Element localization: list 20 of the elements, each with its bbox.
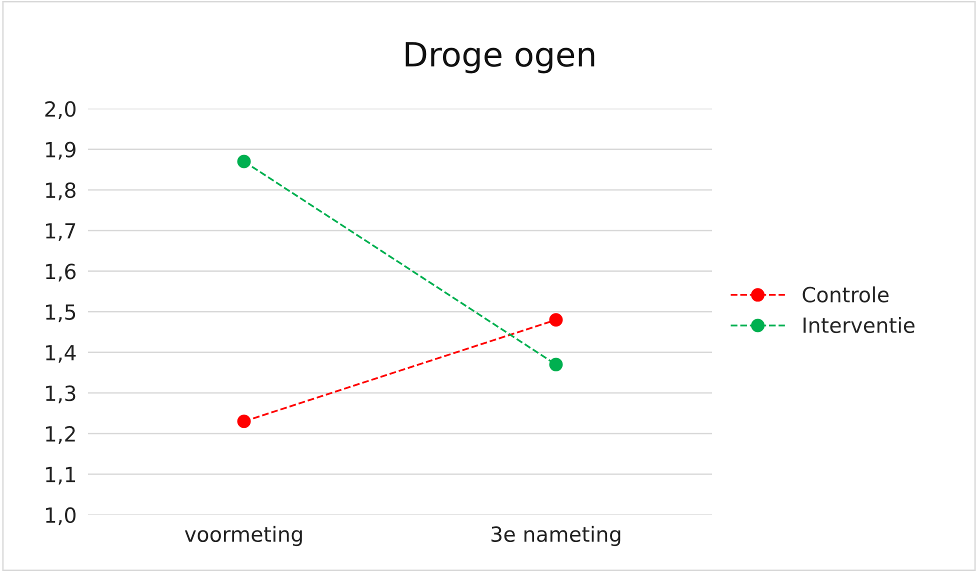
- y-tick-label: 1,6: [46, 264, 76, 282]
- point: [237, 414, 251, 428]
- legend-label: Interventie: [804, 316, 914, 334]
- y-tick-label: 1,0: [46, 507, 76, 526]
- point: [549, 358, 563, 372]
- chart-title: Droge ogen: [406, 42, 594, 74]
- point: [549, 313, 563, 327]
- y-tick-label: 1,5: [46, 304, 76, 322]
- y-tick-label: 2,0: [45, 101, 76, 120]
- y-tick-label: 1,1: [46, 466, 75, 485]
- y-tick-label: 1,2: [46, 426, 75, 444]
- y-tick-label: 1,3: [46, 385, 76, 404]
- y-tick-label: 1,4: [46, 345, 76, 363]
- x-tick-label: voormeting: [184, 526, 302, 546]
- y-tick-label: 1,9: [46, 142, 76, 160]
- y-tick-label: 1,7: [46, 223, 76, 241]
- legend-label: Controle: [802, 286, 889, 302]
- point: [237, 154, 251, 168]
- y-tick-label: 1,8: [46, 182, 76, 200]
- x-tick-label: 3e nameting: [492, 526, 620, 546]
